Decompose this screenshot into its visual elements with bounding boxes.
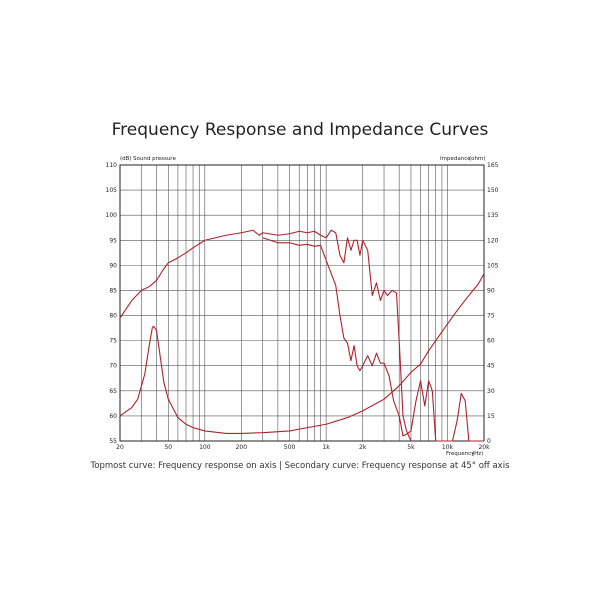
grid: 55 60 65 70 75 80 85 90 95 100 105 110 0 15 30 45 60 75 90… [106, 162, 499, 451]
axis-labels: (dB) Sound pressure Impedance (ohm) Freq… [120, 156, 486, 457]
x-tick-label: 20k [478, 444, 490, 451]
frequency-response-on-axis-line [119, 229, 412, 442]
y-left-tick-label: 90 [109, 262, 117, 269]
x-tick-label: 200 [236, 444, 248, 451]
x-tick-label: 10k [442, 444, 454, 451]
y-left-unit: (dB) [120, 156, 132, 162]
impedance-line [119, 273, 485, 435]
x-tick-label: 100 [199, 444, 211, 451]
y-right-unit: (ohm) [469, 156, 486, 162]
plot-frame [119, 164, 485, 442]
x-tick-label: 1k [322, 444, 330, 451]
x-tick-label: 2k [359, 444, 367, 451]
y-right-tick-label: 165 [487, 162, 499, 169]
y-right-tick-label: 0 [487, 438, 491, 445]
x-tick-label: 5k [407, 444, 415, 451]
x-axis-label: Frequency [446, 451, 475, 457]
y-left-tick-label: 100 [106, 212, 118, 219]
y-left-tick-label: 55 [109, 438, 117, 445]
x-axis-unit: (Hz) [472, 451, 483, 457]
y-left-tick-label: 60 [109, 413, 117, 420]
x-tick-label: 20 [116, 444, 124, 451]
y-right-label: Impedance [440, 156, 471, 162]
x-tick-label: 50 [164, 444, 172, 451]
y-right-tick-label: 135 [487, 212, 499, 219]
x-tick-label: 500 [284, 444, 296, 451]
chart-title: Frequency Response and Impedance Curves [111, 120, 489, 140]
y-right-tick-label: 105 [487, 262, 499, 269]
y-left-label: Sound pressure [133, 156, 176, 162]
frequency-response-45deg-line [262, 237, 484, 442]
y-left-tick-label: 80 [109, 313, 117, 320]
y-right-tick-label: 30 [487, 388, 495, 395]
y-left-tick-label: 110 [106, 162, 118, 169]
y-right-tick-label: 75 [487, 313, 495, 320]
y-left-tick-label: 95 [109, 237, 117, 244]
y-right-tick-label: 120 [487, 237, 499, 244]
chart-caption: Topmost curve: Frequency response on axi… [90, 461, 510, 471]
y-left-tick-label: 65 [109, 388, 117, 395]
y-right-tick-label: 15 [487, 413, 495, 420]
curves [119, 229, 485, 442]
y-right-tick-label: 150 [487, 187, 499, 194]
y-left-tick-label: 75 [109, 338, 117, 345]
y-right-tick-label: 90 [487, 287, 495, 294]
y-right-tick-label: 60 [487, 338, 495, 345]
y-right-tick-label: 45 [487, 363, 495, 370]
y-left-tick-label: 85 [109, 287, 117, 294]
y-left-tick-label: 105 [106, 187, 118, 194]
y-left-tick-label: 70 [109, 363, 117, 370]
